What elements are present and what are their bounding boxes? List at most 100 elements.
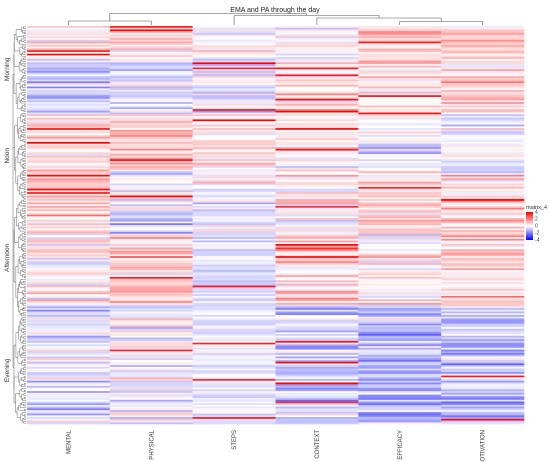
heatmap-cell [109,88,193,91]
heatmap-cell [109,143,193,146]
heatmap-cell [358,62,442,65]
row-group-labels: Morning Noon Afternoon Evening [4,57,11,382]
heatmap-cell [275,110,359,113]
heatmap-cell [441,332,525,335]
heatmap-cell [27,64,111,67]
heatmap-cell [192,334,276,337]
heatmap-cell [109,43,193,46]
heatmap-cell [192,337,276,340]
heatmap-cell [109,219,193,222]
heatmap-cell [275,150,359,153]
heatmap-cell [275,31,359,34]
heatmap-cell [27,164,111,167]
heatmap-cell [109,323,193,326]
heatmap-cell [275,228,359,231]
heatmap-cell [109,339,193,342]
heatmap-cell [358,316,442,319]
heatmap-cell [109,304,193,307]
heatmap-cell [358,373,442,376]
heatmap-cell [275,313,359,316]
heatmap-cell [275,392,359,395]
heatmap-cell [275,242,359,245]
heatmap-cell [109,34,193,37]
heatmap-cell [275,365,359,368]
heatmap-cell [275,266,359,269]
heatmap-cell [358,398,442,401]
heatmap-cell [275,231,359,234]
heatmap-cell [441,308,525,311]
heatmap-cell [358,126,442,129]
heatmap-cell [358,205,442,209]
heatmap-cell [275,83,359,86]
heatmap-cell [192,181,276,184]
heatmap-cell [441,283,525,286]
heatmap-cell [109,266,193,269]
heatmap-cell [27,283,111,286]
heatmap-cell [109,212,193,215]
heatmap-cell [27,237,111,240]
heatmap-cell [441,304,525,307]
heatmap-cell [109,180,193,183]
heatmap-cell [275,351,359,354]
heatmap-cell [358,117,442,120]
heatmap-cell [192,46,276,49]
heatmap-cell [441,162,525,165]
heatmap-cell [441,114,525,117]
heatmap-cell [109,148,193,151]
heatmap-cell [109,48,193,51]
heatmap-cell [358,233,442,236]
heatmap-cell [441,140,525,143]
heatmap-cell [192,192,276,195]
heatmap-cell [358,131,442,134]
heatmap-cell [109,278,193,281]
heatmap-cell [192,399,276,402]
heatmap-cell [275,181,359,184]
heatmap-cell [441,411,525,414]
heatmap-cell [275,200,359,203]
heatmap-cell [441,238,525,241]
heatmap-cell [27,96,111,100]
heatmap-cell [27,48,111,51]
heatmap-cell [441,228,525,231]
heatmap-cell [358,32,442,35]
heatmap-cell [192,121,276,124]
heatmap-cell [358,394,442,397]
heatmap-cell [275,269,359,273]
heatmap-cell [275,332,359,335]
legend-tick-label: -4 [535,238,540,244]
heatmap-cell [109,90,193,93]
heatmap-cell [275,162,359,165]
heatmap-cell [358,337,442,340]
heatmap-cell [441,91,525,94]
heatmap-cell [358,242,442,245]
heatmap-cell [275,250,359,254]
heatmap-cell [109,96,193,100]
heatmap-cell [441,55,525,58]
heatmap-cell [275,292,359,295]
heatmap-cell [27,126,111,129]
heatmap-cell [27,60,111,63]
heatmap-cell [358,76,442,79]
heatmap-cell [192,136,276,139]
heatmap-cell [441,244,525,247]
heatmap-cell [441,290,525,293]
heatmap-cell [441,155,525,158]
heatmap-cell [109,53,193,56]
heatmap-cell [441,157,525,160]
heatmap-cell [27,373,111,376]
heatmap-cell [27,314,111,318]
heatmap-cell [109,152,193,155]
heatmap-cell [441,84,525,87]
heatmap-cell [192,225,276,228]
heatmap-cell [275,316,359,319]
heatmap-cell [27,394,111,397]
heatmap-cell [27,278,111,281]
heatmap-cell [441,112,525,115]
heatmap-cell [192,372,276,375]
heatmap-cell [192,199,276,202]
heatmap-cell [109,382,193,385]
heatmap-cell [358,290,442,293]
heatmap-cell [27,349,111,352]
heatmap-cell [358,147,442,150]
